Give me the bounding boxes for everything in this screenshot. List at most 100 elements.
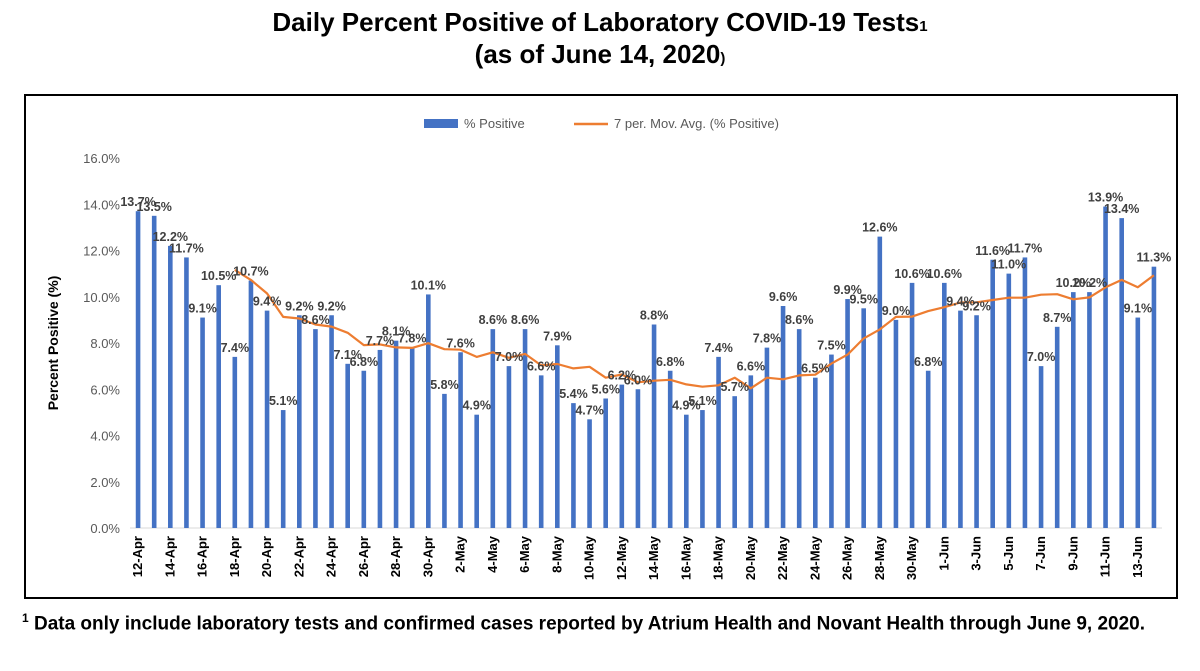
bar bbox=[264, 310, 270, 528]
bar-data-label: 6.6% bbox=[737, 359, 766, 373]
bar-data-label: 6.6% bbox=[527, 359, 556, 373]
title-footnote-marker: 1 bbox=[919, 18, 928, 35]
bar-data-label: 8.1% bbox=[382, 325, 411, 339]
bar-data-label: 6.0% bbox=[624, 373, 653, 387]
bar bbox=[248, 280, 254, 528]
bar-data-label: 8.6% bbox=[301, 313, 330, 327]
bar bbox=[974, 315, 979, 528]
bar-data-label: 10.1% bbox=[411, 278, 446, 292]
x-tick-label: 22-May bbox=[775, 535, 790, 580]
x-tick-label: 9-Jun bbox=[1065, 536, 1080, 571]
bar bbox=[748, 375, 754, 528]
bar-data-label: 9.4% bbox=[253, 295, 282, 309]
bar-data-label: 9.5% bbox=[849, 292, 878, 306]
bar bbox=[1054, 326, 1060, 528]
bar-data-label: 8.8% bbox=[640, 309, 669, 323]
bar bbox=[474, 414, 479, 528]
bar-data-label: 7.8% bbox=[753, 332, 782, 346]
bar-data-label: 10.6% bbox=[927, 267, 962, 281]
bar bbox=[345, 363, 350, 528]
x-tick-label: 22-Apr bbox=[291, 536, 306, 577]
bar bbox=[651, 324, 657, 528]
bar bbox=[1006, 273, 1012, 528]
bar bbox=[538, 375, 544, 528]
bar bbox=[506, 366, 512, 528]
bar-data-label: 12.2% bbox=[153, 230, 188, 244]
bar bbox=[942, 282, 947, 528]
bar-data-label: 5.7% bbox=[720, 380, 749, 394]
y-tick-label: 0.0% bbox=[90, 521, 120, 536]
bar bbox=[861, 308, 866, 528]
x-tick-label: 30-Apr bbox=[420, 536, 435, 577]
bar-data-label: 10.2% bbox=[1072, 276, 1107, 290]
chart-frame: 0.0% 2.0% 4.0% 6.0% 8.0% 10.0% 12.0% 14.0% 16.0%… bbox=[24, 94, 1178, 599]
bar-data-label: 4.7% bbox=[575, 403, 604, 417]
x-tick-label: 1-Jun bbox=[936, 536, 951, 571]
bar-data-label: 7.5% bbox=[817, 339, 846, 353]
bar bbox=[813, 377, 818, 528]
bar-data-label: 8.7% bbox=[1043, 311, 1072, 325]
bar bbox=[684, 414, 689, 528]
x-tick-label: 16-May bbox=[678, 535, 693, 580]
x-tick-label: 14-May bbox=[646, 535, 661, 580]
bar bbox=[796, 329, 802, 528]
bar bbox=[1038, 366, 1044, 528]
bar bbox=[1103, 206, 1108, 528]
bar-data-label: 7.0% bbox=[495, 350, 524, 364]
bar bbox=[555, 345, 560, 528]
bar-data-label: 11.7% bbox=[169, 241, 204, 255]
bar-data-label: 10.6% bbox=[894, 267, 929, 281]
bar-line-chart: 0.0% 2.0% 4.0% 6.0% 8.0% 10.0% 12.0% 14.0% 16.0%… bbox=[45, 116, 1171, 580]
x-tick-label: 2-May bbox=[453, 535, 468, 573]
bar-data-label: 5.1% bbox=[688, 394, 717, 408]
bar-data-label: 6.5% bbox=[801, 362, 830, 376]
bar-data-label: 7.9% bbox=[543, 329, 572, 343]
x-tick-label: 11-Jun bbox=[1098, 536, 1113, 577]
bar-data-label: 5.8% bbox=[430, 378, 459, 392]
x-tick-label: 30-May bbox=[904, 535, 919, 580]
bar bbox=[458, 352, 463, 528]
footnote-marker: 1 bbox=[22, 611, 29, 625]
x-tick-label: 26-May bbox=[840, 535, 855, 580]
bar bbox=[135, 211, 141, 528]
bar bbox=[1151, 266, 1157, 528]
bar bbox=[909, 282, 915, 528]
bar bbox=[667, 370, 673, 528]
y-tick-label: 12.0% bbox=[83, 244, 120, 259]
bar-data-label: 7.1% bbox=[333, 348, 362, 362]
bar-data-label: 11.6% bbox=[975, 244, 1010, 258]
bar-data-label: 12.6% bbox=[862, 221, 897, 235]
bar-data-label: 13.9% bbox=[1088, 191, 1123, 205]
bar bbox=[490, 329, 496, 528]
x-tick-label: 6-May bbox=[517, 535, 532, 573]
x-tick-label: 24-Apr bbox=[324, 536, 339, 577]
bar bbox=[845, 299, 850, 528]
bar-data-label: 13.5% bbox=[136, 200, 171, 214]
chart-title-line2: (as of June 14, 2020) bbox=[474, 39, 726, 69]
bar bbox=[329, 315, 334, 528]
y-tick-label: 14.0% bbox=[83, 197, 120, 212]
x-tick-label: 12-May bbox=[614, 535, 629, 580]
x-tick-label: 28-May bbox=[872, 535, 887, 580]
y-tick-label: 10.0% bbox=[83, 290, 120, 305]
bar bbox=[361, 370, 367, 528]
bar bbox=[168, 245, 173, 528]
bar-data-label: 9.1% bbox=[188, 302, 217, 316]
bar-data-label: 7.8% bbox=[398, 332, 427, 346]
bar-data-label: 8.6% bbox=[785, 313, 814, 327]
bar bbox=[990, 259, 995, 528]
bar bbox=[393, 340, 399, 528]
bar bbox=[1119, 218, 1124, 528]
x-tick-label: 20-Apr bbox=[259, 536, 274, 577]
bar-data-label: 6.8% bbox=[914, 355, 943, 369]
bar bbox=[619, 384, 625, 528]
bar-data-label: 7.6% bbox=[446, 336, 475, 350]
bar bbox=[716, 356, 721, 528]
bar-data-label: 11.0% bbox=[991, 258, 1026, 272]
x-tick-label: 26-Apr bbox=[356, 536, 371, 577]
y-tick-label: 6.0% bbox=[90, 382, 120, 397]
x-tick-label: 8-May bbox=[549, 535, 564, 573]
bar-data-label: 13.7% bbox=[120, 195, 155, 209]
bar bbox=[1022, 257, 1028, 528]
x-tick-label: 14-Apr bbox=[162, 536, 177, 577]
